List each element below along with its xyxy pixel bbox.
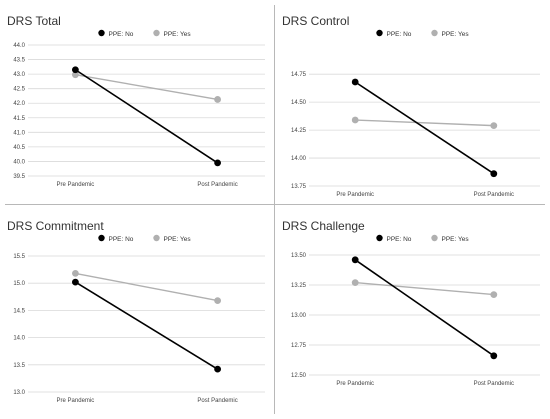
y-tick-label: 14.25 xyxy=(291,128,307,134)
legend-label: PPE: No xyxy=(109,31,134,38)
legend-marker xyxy=(376,234,383,242)
y-tick-label: 42.0 xyxy=(13,101,25,107)
series-line xyxy=(74,69,219,164)
series-line xyxy=(354,259,495,357)
chart-panel: DRS Challenge PPE: No PPE: Yes 12.50 12.75 13… xyxy=(282,219,540,387)
series-line xyxy=(74,281,219,370)
x-tick-label: Post Pandemic xyxy=(197,398,237,404)
x-tick-label: Pre Pandemic xyxy=(336,381,374,387)
data-point xyxy=(490,352,498,360)
panel-divider xyxy=(5,204,545,205)
y-tick-label: 14.75 xyxy=(291,72,307,78)
y-tick-label: 40.5 xyxy=(13,145,25,151)
y-tick-label: 15.0 xyxy=(13,281,25,287)
series-line xyxy=(354,81,495,175)
data-point xyxy=(351,256,359,264)
data-point xyxy=(72,71,79,79)
y-tick-label: 13.50 xyxy=(291,253,307,259)
legend-label: PPE: Yes xyxy=(164,31,192,38)
x-tick-label: Post Pandemic xyxy=(474,192,514,198)
data-point xyxy=(214,96,222,103)
legend-marker xyxy=(431,234,438,242)
y-tick-label: 44.0 xyxy=(13,43,25,49)
y-tick-label: 41.0 xyxy=(13,130,25,136)
y-tick-label: 43.0 xyxy=(13,72,25,78)
y-tick-label: 13.0 xyxy=(13,390,25,396)
series-line xyxy=(355,119,494,127)
y-tick-label: 13.25 xyxy=(291,283,307,289)
data-point xyxy=(351,116,359,124)
y-tick-label: 40.0 xyxy=(13,159,25,165)
data-point xyxy=(490,291,498,298)
panel-divider xyxy=(274,5,275,414)
series-line xyxy=(75,272,218,302)
y-tick-label: 14.00 xyxy=(291,156,307,162)
data-point xyxy=(214,159,222,167)
data-point xyxy=(214,365,222,373)
legend-label: PPE: No xyxy=(109,236,134,243)
legend-label: PPE: No xyxy=(387,236,412,243)
x-tick-label: Pre Pandemic xyxy=(57,398,95,404)
y-tick-label: 12.50 xyxy=(291,373,307,379)
y-tick-label: 13.75 xyxy=(291,184,307,190)
y-tick-label: 14.0 xyxy=(13,336,25,342)
legend-marker xyxy=(98,29,105,37)
y-tick-label: 42.5 xyxy=(13,87,25,93)
data-point xyxy=(72,270,79,277)
data-point xyxy=(351,279,359,286)
legend-marker xyxy=(153,29,160,37)
data-point xyxy=(351,78,359,86)
legend-marker xyxy=(376,29,383,37)
chart-panel: DRS Commitment PPE: No PPE: Yes 13.0 13.5 14.… xyxy=(7,219,265,404)
y-tick-label: 13.5 xyxy=(13,363,25,369)
chart-title: DRS Control xyxy=(282,14,349,28)
y-tick-label: 39.5 xyxy=(13,174,25,180)
x-tick-label: Post Pandemic xyxy=(474,381,514,387)
chart-panel: DRS Control PPE: No PPE: Yes 13.75 14.00 14.2… xyxy=(282,14,540,198)
legend-marker xyxy=(431,29,438,37)
y-tick-label: 15.5 xyxy=(13,254,25,260)
legend-label: PPE: Yes xyxy=(442,236,470,243)
x-tick-label: Pre Pandemic xyxy=(336,192,374,198)
data-point xyxy=(72,66,79,74)
legend-marker xyxy=(153,234,160,242)
chart-title: DRS Challenge xyxy=(282,219,365,233)
legend-label: PPE: Yes xyxy=(164,236,192,243)
x-tick-label: Pre Pandemic xyxy=(57,182,95,188)
y-tick-label: 41.5 xyxy=(13,116,25,122)
y-tick-label: 14.50 xyxy=(291,100,307,106)
y-tick-label: 13.00 xyxy=(291,313,307,319)
data-point xyxy=(214,297,222,305)
chart-panel: DRS Total PPE: No PPE: Yes 39.5 40.0 40.5 41.0… xyxy=(7,14,265,188)
data-point xyxy=(490,122,498,130)
x-tick-label: Post Pandemic xyxy=(197,182,237,188)
series-line xyxy=(75,74,218,101)
legend-marker xyxy=(98,234,105,242)
y-tick-label: 14.5 xyxy=(13,308,25,314)
data-point xyxy=(72,278,79,286)
y-tick-label: 12.75 xyxy=(291,343,307,349)
chart-title: DRS Commitment xyxy=(7,219,104,233)
legend-label: PPE: Yes xyxy=(442,31,470,38)
y-tick-label: 43.5 xyxy=(13,58,25,64)
chart-title: DRS Total xyxy=(7,14,61,28)
data-point xyxy=(490,170,498,178)
series-line xyxy=(355,281,494,296)
legend-label: PPE: No xyxy=(387,31,412,38)
